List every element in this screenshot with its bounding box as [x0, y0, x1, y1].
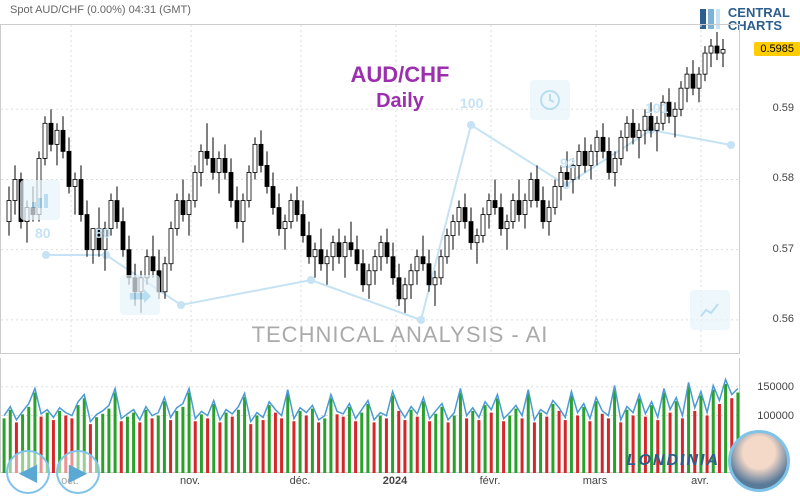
- x-tick-label: mars: [583, 475, 607, 487]
- x-tick-label: nov.: [180, 475, 200, 487]
- chart-subtitle: Daily: [376, 90, 424, 113]
- header-info: Spot AUD/CHF (0.00%) 04:31 (GMT): [10, 4, 191, 16]
- watermark-arrow-icon: ➡: [120, 275, 160, 315]
- watermark-icon-1: [20, 180, 60, 220]
- brand-footer: LONDINIA: [627, 452, 720, 470]
- chart-title: AUD/CHF: [351, 62, 450, 88]
- y-axis-price: 0.56 0.57 0.58 0.59 0.5985: [742, 24, 800, 354]
- watermark-icon-3: [690, 290, 730, 330]
- x-axis: oct.nov.déc.2024févr.marsavr.: [0, 475, 740, 497]
- tech-analysis-label: TECHNICAL ANALYSIS - AI: [252, 322, 549, 348]
- x-tick-label: avr.: [691, 475, 709, 487]
- y-tick-label: 0.57: [773, 243, 794, 255]
- x-tick-label: 2024: [383, 475, 407, 487]
- watermark-value: 92: [560, 155, 576, 171]
- current-price-tag: 0.5985: [754, 42, 800, 56]
- x-tick-label: févr.: [480, 475, 501, 487]
- y-tick-label: 0.58: [773, 172, 794, 184]
- watermark-value: 80: [95, 225, 111, 241]
- y-tick-label: 0.56: [773, 313, 794, 325]
- vol-tick-label: 100000: [757, 410, 794, 422]
- watermark-icon-2: [530, 80, 570, 120]
- watermark-value: 100: [460, 95, 483, 111]
- watermark-value: 80: [35, 225, 51, 241]
- avatar-icon: [728, 430, 790, 492]
- vol-tick-label: 150000: [757, 381, 794, 393]
- nav-next-button[interactable]: ▶: [56, 450, 100, 494]
- x-tick-label: déc.: [290, 475, 311, 487]
- y-tick-label: 0.59: [773, 102, 794, 114]
- watermark-value: 101: [645, 100, 668, 116]
- nav-prev-button[interactable]: ◀: [6, 450, 50, 494]
